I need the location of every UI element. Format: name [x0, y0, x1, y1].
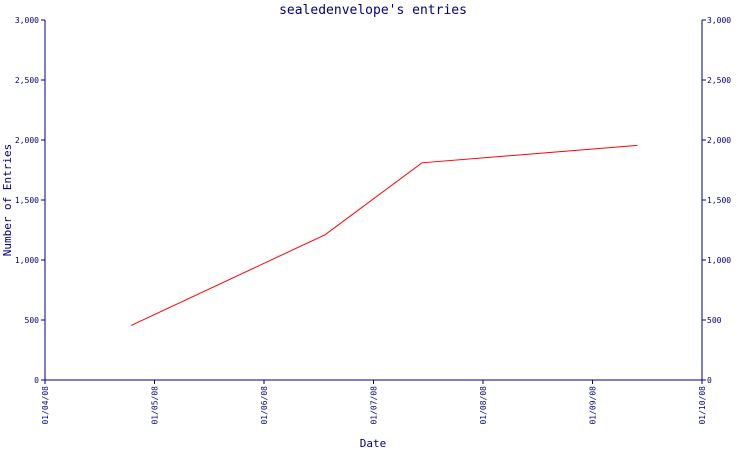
x-axis-label: Date	[360, 437, 387, 450]
y-tick-label-right: 500	[707, 316, 722, 325]
y-axis-left: 0 500 1,000 1,500 2,000 2,500 3,000	[15, 16, 45, 385]
x-tick-label: 01/05/08	[151, 386, 160, 425]
x-tick-label: 01/08/08	[479, 386, 488, 425]
y-tick-label-right: 2,000	[707, 136, 731, 145]
x-tick-label: 01/10/08	[698, 386, 707, 425]
chart-title: sealedenvelope's entries	[279, 3, 467, 18]
x-tick-label: 01/09/08	[589, 386, 598, 425]
y-tick-label: 2,500	[15, 76, 39, 85]
y-axis-right: 0 500 1,000 1,500 2,000 2,500 3,000	[702, 16, 731, 385]
y-tick-label-right: 2,500	[707, 76, 731, 85]
y-tick-label: 0	[34, 376, 39, 385]
y-axis-label: Number of Entries	[1, 144, 14, 257]
y-tick-label-right: 3,000	[707, 16, 731, 25]
x-tick-label: 01/07/08	[370, 386, 379, 425]
y-tick-label: 3,000	[15, 16, 39, 25]
y-tick-label: 2,000	[15, 136, 39, 145]
x-tick-label: 01/06/08	[260, 386, 269, 425]
x-axis: 01/04/08 01/05/08 01/06/08 01/07/08 01/08/08…	[41, 380, 707, 425]
y-tick-label: 1,000	[15, 256, 39, 265]
x-tick-label: 01/04/08	[41, 386, 50, 425]
y-tick-label: 1,500	[15, 196, 39, 205]
plot-frame	[44, 20, 703, 381]
y-tick-label-right: 1,500	[707, 196, 731, 205]
series-line	[130, 144, 638, 326]
series-group	[130, 144, 638, 326]
y-tick-label-right: 1,000	[707, 256, 731, 265]
y-tick-label-right: 0	[707, 376, 712, 385]
y-tick-label: 500	[25, 316, 40, 325]
